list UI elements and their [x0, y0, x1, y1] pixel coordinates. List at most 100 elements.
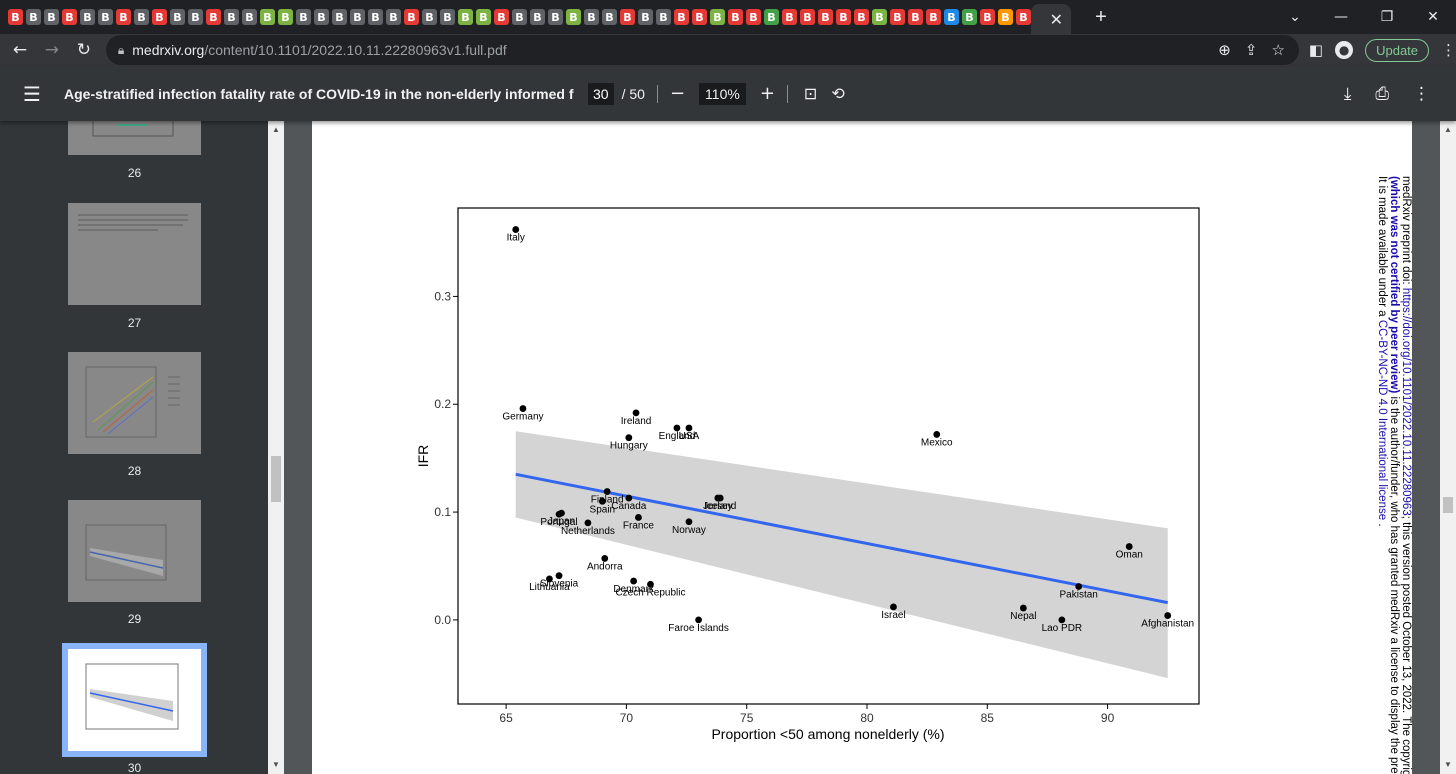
reload-icon[interactable]: ↻ — [76, 40, 91, 60]
tab-favicon[interactable]: B — [638, 9, 653, 25]
tab-favicon[interactable]: B — [710, 9, 725, 25]
document-scroll-up-icon[interactable]: ▲ — [1444, 125, 1452, 134]
document-scroll-down-icon[interactable]: ▼ — [1444, 760, 1452, 769]
profile-avatar[interactable]: ● — [1335, 41, 1354, 59]
tab-favicon[interactable]: B — [512, 9, 527, 25]
tab-favicon[interactable]: B — [116, 9, 131, 25]
update-button[interactable]: Update — [1365, 38, 1430, 62]
hamburger-menu-icon[interactable]: ☰ — [23, 81, 41, 106]
forward-icon[interactable]: → — [44, 40, 60, 60]
close-tab-icon[interactable]: ✕ — [1049, 9, 1063, 29]
zoom-out-icon[interactable]: − — [669, 83, 686, 104]
tab-favicon[interactable]: B — [980, 9, 995, 25]
tab-favicon[interactable]: B — [404, 9, 419, 25]
tab-favicon[interactable]: B — [908, 9, 923, 25]
download-icon[interactable]: ⤓ — [1343, 83, 1352, 104]
zoom-in-icon[interactable]: + — [759, 83, 775, 104]
print-icon[interactable]: ⎙ — [1375, 83, 1389, 104]
tab-favicon[interactable]: B — [890, 9, 905, 25]
zoom-input[interactable]: 110% — [699, 82, 746, 105]
tab-favicon[interactable]: B — [656, 9, 671, 25]
tab-favicon[interactable]: B — [314, 9, 329, 25]
tab-favicon[interactable]: B — [476, 9, 491, 25]
tab-favicon[interactable]: B — [602, 9, 617, 25]
tab-favicon[interactable]: B — [278, 9, 293, 25]
tab-favicon[interactable]: B — [494, 9, 509, 25]
tab-favicon[interactable]: B — [530, 9, 545, 25]
tab-favicon[interactable]: B — [242, 9, 257, 25]
minimize-icon[interactable]: — — [1334, 9, 1348, 25]
zoom-icon[interactable]: ⊕ — [1218, 41, 1231, 59]
tab-favicon[interactable]: B — [746, 9, 761, 25]
lock-icon[interactable]: 🔒︎ — [117, 42, 125, 57]
tab-favicon[interactable]: B — [458, 9, 473, 25]
back-icon[interactable]: ← — [12, 40, 28, 60]
page-number-input[interactable]: 30 — [588, 82, 614, 105]
chrome-menu-icon[interactable]: ⋮ — [1441, 41, 1456, 59]
tab-favicon[interactable]: B — [872, 9, 887, 25]
tab-favicon[interactable]: B — [62, 9, 77, 25]
tab-search-icon[interactable]: ⌄ — [1289, 9, 1301, 25]
share-icon[interactable]: ⇪ — [1244, 41, 1258, 59]
tab-favicon[interactable]: B — [170, 9, 185, 25]
tab-favicon[interactable]: B — [620, 9, 635, 25]
new-tab-button[interactable]: + — [1095, 5, 1107, 28]
tab-favicon[interactable]: B — [386, 9, 401, 25]
document-scrollbar-thumb[interactable] — [1443, 497, 1453, 513]
tab-favicon[interactable]: B — [206, 9, 221, 25]
tab-favicon[interactable]: B — [854, 9, 869, 25]
thumbnail-page-26[interactable] — [68, 121, 201, 155]
sidebar-scrollbar[interactable] — [268, 121, 284, 774]
tab-favicon[interactable]: B — [836, 9, 851, 25]
tab-favicon[interactable]: B — [728, 9, 743, 25]
tab-favicon[interactable]: B — [80, 9, 95, 25]
tab-favicon[interactable]: B — [134, 9, 149, 25]
sidebar-scrollbar-thumb[interactable] — [271, 456, 281, 502]
tab-favicon[interactable]: B — [368, 9, 383, 25]
side-panel-icon[interactable]: ◧ — [1308, 41, 1324, 59]
bookmark-star-icon[interactable]: ☆ — [1271, 41, 1285, 59]
tab-favicon[interactable]: B — [8, 9, 23, 25]
tab-favicon[interactable]: B — [224, 9, 239, 25]
restore-icon[interactable]: ❐ — [1380, 9, 1394, 25]
tab-favicon[interactable]: B — [188, 9, 203, 25]
rotate-icon[interactable]: ⟲ — [831, 84, 845, 103]
doi-link[interactable]: https://doi.org/10.1101/2022.10.11.22280… — [1400, 287, 1412, 516]
tab-favicon[interactable]: B — [422, 9, 437, 25]
close-window-icon[interactable]: ✕ — [1427, 9, 1439, 25]
tab-favicon[interactable]: B — [926, 9, 941, 25]
thumbnail-page-28[interactable] — [68, 352, 201, 454]
thumbnail-page-27[interactable] — [68, 203, 201, 305]
tab-favicon[interactable]: B — [764, 9, 779, 25]
fit-page-icon[interactable]: ⊡ — [803, 84, 818, 103]
license-link[interactable]: CC-BY-NC-ND 4.0 International license — [1376, 319, 1388, 521]
tab-favicon[interactable]: B — [674, 9, 689, 25]
sidebar-scroll-down-icon[interactable]: ▼ — [272, 760, 280, 769]
document-scrollbar[interactable] — [1440, 121, 1456, 774]
tab-favicon[interactable]: B — [1016, 9, 1031, 25]
tab-favicon[interactable]: B — [44, 9, 59, 25]
tab-favicon[interactable]: B — [152, 9, 167, 25]
tab-favicon[interactable]: B — [98, 9, 113, 25]
thumbnail-page-29[interactable] — [68, 500, 201, 602]
tab-favicon[interactable]: B — [962, 9, 977, 25]
tab-favicon[interactable]: B — [350, 9, 365, 25]
more-actions-icon[interactable]: ⋮ — [1413, 83, 1430, 104]
tab-favicon[interactable]: B — [782, 9, 797, 25]
tab-favicon[interactable]: B — [440, 9, 455, 25]
tab-favicon[interactable]: B — [584, 9, 599, 25]
tab-favicon[interactable]: B — [998, 9, 1013, 25]
tab-favicon[interactable]: B — [260, 9, 275, 25]
address-bar[interactable]: 🔒︎ medrxiv.org/content/10.1101/2022.10.1… — [105, 35, 1299, 65]
active-tab[interactable]: ✕ — [1031, 4, 1071, 34]
tab-favicon[interactable]: B — [944, 9, 959, 25]
tab-favicon[interactable]: B — [692, 9, 707, 25]
tab-favicon[interactable]: B — [800, 9, 815, 25]
tab-favicon[interactable]: B — [566, 9, 581, 25]
tab-favicon[interactable]: B — [548, 9, 563, 25]
tab-favicon[interactable]: B — [332, 9, 347, 25]
tab-favicon[interactable]: B — [818, 9, 833, 25]
tab-favicon[interactable]: B — [26, 9, 41, 25]
sidebar-scroll-up-icon[interactable]: ▲ — [272, 125, 280, 134]
tab-favicon[interactable]: B — [296, 9, 311, 25]
